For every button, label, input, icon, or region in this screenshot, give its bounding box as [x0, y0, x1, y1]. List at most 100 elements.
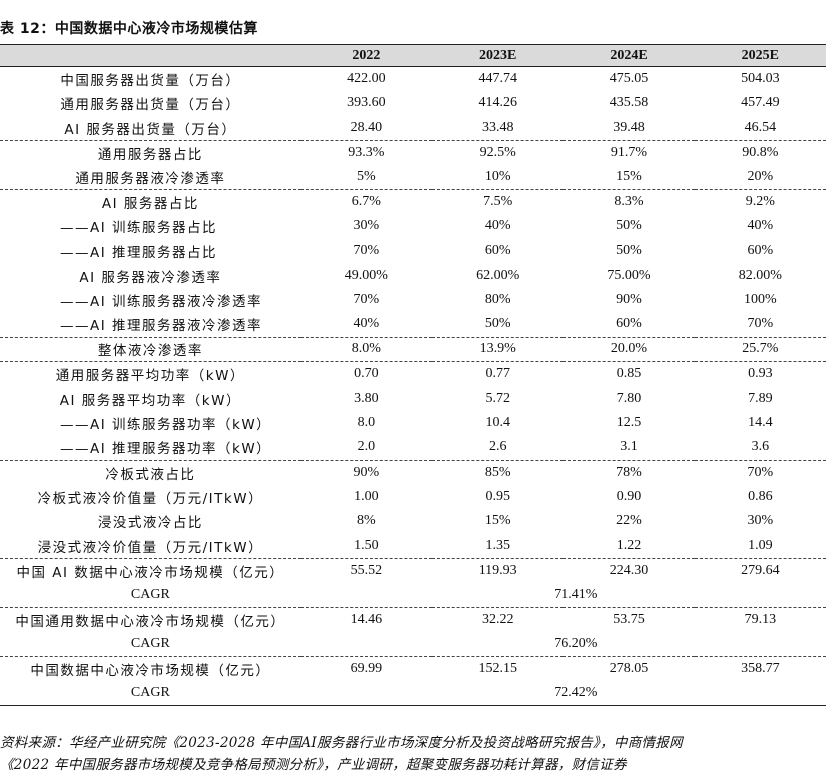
row-label: 中国数据中心液冷市场规模（亿元） [0, 656, 301, 682]
value-cell: 2.0 [357, 439, 376, 455]
value-cell: 80% [484, 292, 511, 308]
value-cell: 5.72 [485, 390, 510, 406]
value-cell: 3.1 [620, 439, 638, 455]
table-body: 中国服务器出货量（万台） 422.00 447.74 475.05 504.03 通用服务… [0, 66, 826, 707]
row-label: ——AI 推理服务器功率（kW） [60, 441, 272, 458]
table-row: ——AI 训练服务器液冷渗透率 70% 80% 90% 100% [0, 288, 826, 313]
value-cell: 40% [353, 316, 380, 332]
value-cell: 60% [484, 242, 511, 258]
table-row: 通用服务器平均功率（kW） 0.70 0.77 0.85 0.93 [0, 361, 826, 387]
row-label: CAGR [0, 681, 301, 707]
value-cell: 90.8% [694, 139, 826, 165]
row-label: AI 服务器液冷渗透率 [79, 269, 222, 286]
table-row: 中国通用数据中心液冷市场规模（亿元） 14.46 32.22 53.75 79.13 [0, 607, 826, 633]
table-row: AI 服务器液冷渗透率 49.00% 62.00% 75.00% 82.00% [0, 263, 826, 288]
value-cell: 8.3% [563, 188, 695, 215]
value-cell: 28.40 [350, 119, 383, 135]
value-cell: 82.00% [738, 267, 782, 283]
value-cell: 70% [353, 242, 380, 258]
value-cell: 8.0% [300, 336, 433, 362]
value-cell: 278.05 [563, 656, 695, 682]
table-row: 中国 AI 数据中心液冷市场规模（亿元） 55.52 119.93 224.30 279… [0, 557, 826, 583]
row-label: CAGR [130, 587, 170, 603]
value-cell: 70% [353, 292, 380, 308]
table-row: 整体液冷渗透率 8.0% 13.9% 20.0% 25.7% [0, 336, 826, 362]
value-cell: 0.77 [432, 361, 564, 387]
row-label: 浸没式液冷价值量（万元/ITkW） [37, 539, 264, 556]
value-cell: 0.93 [694, 361, 826, 387]
value-cell: 25.7% [694, 336, 826, 362]
value-cell: 10.4 [485, 415, 510, 431]
value-cell: 69.99 [300, 656, 433, 682]
column-header: 2022 [300, 44, 433, 67]
table-row: 通用服务器液冷渗透率 5% 10% 15% 20% [0, 165, 826, 190]
value-cell: 12.5 [616, 415, 642, 431]
row-label: AI 服务器平均功率（kW） [59, 392, 241, 409]
row-label: 通用服务器出货量（万台） [60, 97, 241, 114]
table-row: ——AI 训练服务器功率（kW） 8.0 10.4 12.5 14.4 [0, 411, 826, 436]
value-cell: 40% [747, 218, 774, 234]
row-label: 冷板式液占比 [0, 459, 301, 485]
row-label: ——AI 训练服务器液冷渗透率 [60, 294, 263, 311]
cagr-value: 72.42% [300, 681, 826, 707]
table-row: 中国数据中心液冷市场规模（亿元） 69.99 152.15 278.05 358.77 [0, 656, 826, 682]
row-label: 整体液冷渗透率 [0, 336, 301, 362]
value-cell: 1.00 [354, 488, 379, 504]
value-cell: 152.15 [432, 656, 564, 682]
cagr-row: CAGR 72.42% [0, 681, 826, 707]
value-cell: 40% [484, 218, 511, 234]
column-header: 2024E [563, 44, 695, 67]
value-cell: 20% [747, 168, 774, 184]
value-cell: 30% [353, 218, 380, 234]
value-cell: 393.60 [347, 95, 386, 111]
value-cell: 7.5% [432, 188, 564, 215]
row-label: AI 服务器出货量（万台） [64, 121, 237, 138]
cagr-value: 71.41% [554, 587, 598, 603]
value-cell: 447.74 [432, 66, 564, 92]
value-cell: 9.2% [694, 188, 826, 215]
value-cell: 91.7% [563, 139, 695, 165]
value-cell: 53.75 [563, 607, 695, 633]
value-cell: 70% [694, 459, 826, 485]
row-label: 冷板式液冷价值量（万元/ITkW） [37, 490, 264, 507]
table-row: ——AI 训练服务器占比 30% 40% 50% 40% [0, 214, 826, 239]
value-cell: 422.00 [300, 66, 433, 92]
column-header: 2023E [432, 44, 564, 67]
table-row: AI 服务器平均功率（kW） 3.80 5.72 7.80 7.89 [0, 386, 826, 411]
market-size-table: 2022 2023E 2024E 2025E 中国服务器出货量（万台） 422.0… [0, 44, 826, 707]
table-row: 通用服务器出货量（万台） 393.60 414.26 435.58 457.49 [0, 91, 826, 116]
cagr-value: 76.20% [554, 636, 598, 652]
table-row: 冷板式液占比 90% 85% 78% 70% [0, 459, 826, 485]
value-cell: 1.50 [354, 537, 379, 553]
value-cell: 1.22 [616, 537, 642, 553]
table-row: 中国服务器出货量（万台） 422.00 447.74 475.05 504.03 [0, 66, 826, 92]
value-cell: 279.64 [694, 557, 826, 583]
row-label: 通用服务器液冷渗透率 [75, 170, 226, 187]
value-cell: 15% [484, 513, 511, 529]
value-cell: 60% [616, 316, 642, 332]
row-label: 通用服务器占比 [0, 139, 301, 165]
header-row: 2022 2023E 2024E 2025E [0, 44, 826, 67]
value-cell: 14.4 [748, 415, 773, 431]
value-cell: 62.00% [476, 267, 520, 283]
row-label: 浸没式液冷占比 [97, 515, 203, 532]
value-cell: 2.6 [488, 439, 507, 455]
value-cell: 75.00% [607, 267, 651, 283]
value-cell: 15% [616, 168, 642, 184]
value-cell: 78% [563, 459, 695, 485]
row-label: CAGR [130, 636, 170, 652]
value-cell: 435.58 [609, 95, 649, 111]
value-cell: 22% [616, 513, 642, 529]
header-label-cell [0, 44, 301, 67]
value-cell: 49.00% [344, 267, 388, 283]
value-cell: 50% [484, 316, 511, 332]
cagr-row: CAGR 71.41% [0, 583, 826, 608]
value-cell: 504.03 [694, 66, 826, 92]
row-label: 通用服务器平均功率（kW） [0, 361, 301, 387]
value-cell: 475.05 [563, 66, 695, 92]
row-label: ——AI 推理服务器占比 [60, 244, 218, 261]
value-cell: 6.7% [300, 188, 433, 215]
value-cell: 70% [747, 316, 774, 332]
table-row: AI 服务器出货量（万台） 28.40 33.48 39.48 46.54 [0, 116, 826, 141]
value-cell: 5% [357, 168, 376, 184]
